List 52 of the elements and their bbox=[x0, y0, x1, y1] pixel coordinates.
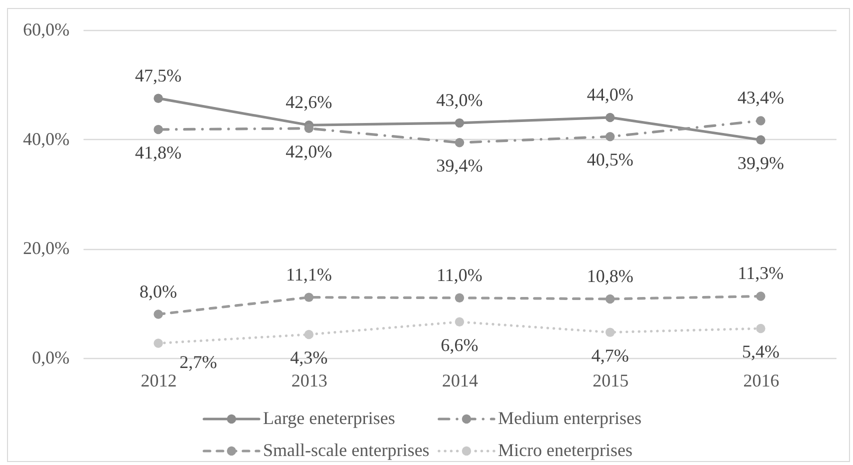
point bbox=[756, 135, 766, 144]
data-label: 40,5% bbox=[586, 150, 634, 170]
point bbox=[756, 116, 766, 126]
point bbox=[304, 330, 314, 340]
x-tick-label: 2014 bbox=[442, 370, 478, 390]
point bbox=[154, 94, 163, 103]
data-label: 42,0% bbox=[286, 141, 332, 162]
point bbox=[304, 292, 314, 302]
x-tick-label: 2013 bbox=[291, 370, 328, 390]
point bbox=[454, 138, 464, 148]
data-label: 11,0% bbox=[436, 264, 482, 285]
point bbox=[154, 124, 163, 134]
data-label: 4,7% bbox=[591, 345, 629, 366]
x-tick-label: 2016 bbox=[743, 370, 780, 390]
point bbox=[605, 112, 615, 122]
point bbox=[605, 294, 615, 304]
point bbox=[454, 293, 464, 302]
data-label: 39,9% bbox=[737, 152, 784, 173]
point bbox=[454, 118, 464, 128]
data-label: 44,0% bbox=[586, 84, 634, 104]
y-tick-label: 40,0% bbox=[23, 128, 70, 149]
data-label: 6,6% bbox=[440, 334, 478, 355]
point bbox=[454, 317, 464, 327]
x-tick-label: 2015 bbox=[592, 370, 629, 390]
data-label: 11,3% bbox=[738, 263, 784, 284]
legend-label: Medium enterprises bbox=[498, 408, 642, 428]
data-label: 43,4% bbox=[737, 88, 784, 108]
point bbox=[756, 292, 766, 301]
data-label: 8,0% bbox=[140, 281, 178, 302]
data-label: 39,4% bbox=[436, 156, 483, 176]
data-label: 5,4% bbox=[742, 341, 780, 362]
legend-label: Large eneterprises bbox=[263, 408, 396, 428]
y-tick-label: 20,0% bbox=[23, 238, 70, 258]
x-tick-label: 2012 bbox=[140, 370, 177, 390]
point bbox=[154, 310, 163, 319]
data-label: 10,8% bbox=[586, 266, 634, 286]
data-label: 11,1% bbox=[286, 264, 332, 284]
data-label: 2,7% bbox=[180, 352, 218, 372]
point bbox=[605, 132, 615, 142]
data-label: 41,8% bbox=[135, 142, 182, 162]
point bbox=[304, 124, 314, 133]
point bbox=[756, 324, 766, 334]
y-tick-label: 0,0% bbox=[32, 348, 70, 368]
point bbox=[605, 328, 615, 337]
data-label: 42,6% bbox=[286, 92, 332, 112]
data-label: 47,5% bbox=[135, 65, 182, 86]
legend-label: Small-scale enterprises bbox=[263, 440, 430, 460]
point bbox=[154, 338, 163, 348]
data-label: 43,0% bbox=[436, 90, 483, 110]
y-tick-label: 60,0% bbox=[23, 20, 70, 40]
legend-label: Micro eneterprises bbox=[498, 440, 632, 460]
data-label: 4,3% bbox=[290, 347, 328, 368]
